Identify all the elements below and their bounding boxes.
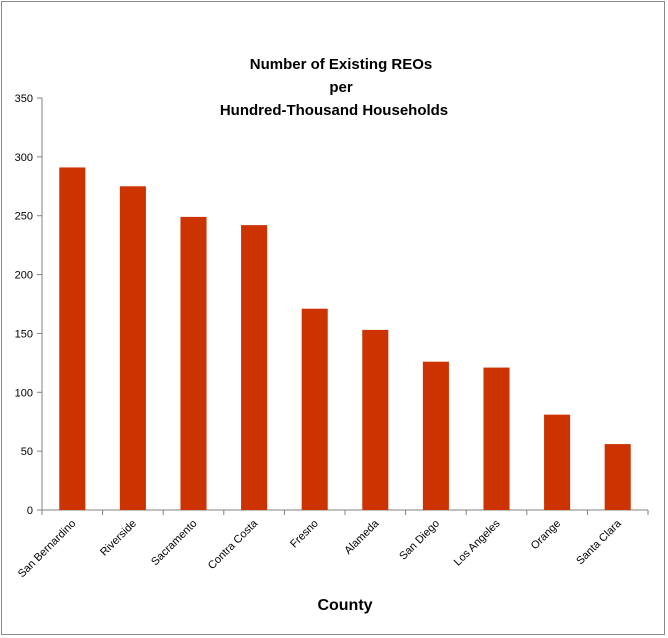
bar (241, 225, 268, 511)
y-tick-label: 350 (15, 93, 33, 105)
bar (180, 216, 207, 511)
chart-title-line-1: Number of Existing REOs (250, 56, 433, 73)
y-tick-label: 150 (15, 328, 33, 340)
chart-title-line-2: per (329, 79, 353, 96)
x-tick-label: Alameda (342, 517, 382, 557)
y-tick-label: 50 (21, 446, 33, 458)
category-labels: San Bernardino Riverside Sacramento Contra … (16, 517, 625, 580)
x-axis (41, 509, 649, 515)
bar (59, 167, 86, 511)
x-tick-label: Fresno (288, 518, 321, 551)
x-axis-title: County (317, 597, 372, 614)
bar (119, 186, 146, 511)
bar (604, 444, 631, 510)
y-tick-label: 0 (27, 505, 33, 517)
bar (483, 367, 510, 510)
bars (59, 167, 631, 511)
bar (362, 329, 389, 510)
bar (301, 308, 328, 510)
bar (544, 414, 571, 510)
chart-title-line-3: Hundred-Thousand Households (220, 102, 448, 119)
y-axis: 0 50 100 150 200 250 300 350 (15, 93, 43, 517)
x-tick-label: Contra Costa (206, 517, 261, 572)
x-tick-label: San Bernardino (16, 518, 79, 581)
chart-title: Number of Existing REOs per Hundred-Thou… (220, 56, 448, 119)
x-tick-label: Los Angeles (452, 517, 503, 568)
x-tick-label: Orange (529, 518, 563, 552)
x-tick-label: Riverside (98, 518, 139, 559)
y-tick-label: 300 (15, 152, 33, 164)
x-tick-label: San Diego (397, 518, 442, 563)
y-tick-label: 100 (15, 387, 33, 399)
x-tick-label: Santa Clara (574, 517, 624, 567)
bar (422, 361, 449, 510)
x-tick-label: Sacramento (149, 518, 199, 568)
y-tick-label: 200 (15, 270, 33, 282)
y-tick-label: 250 (15, 211, 33, 223)
